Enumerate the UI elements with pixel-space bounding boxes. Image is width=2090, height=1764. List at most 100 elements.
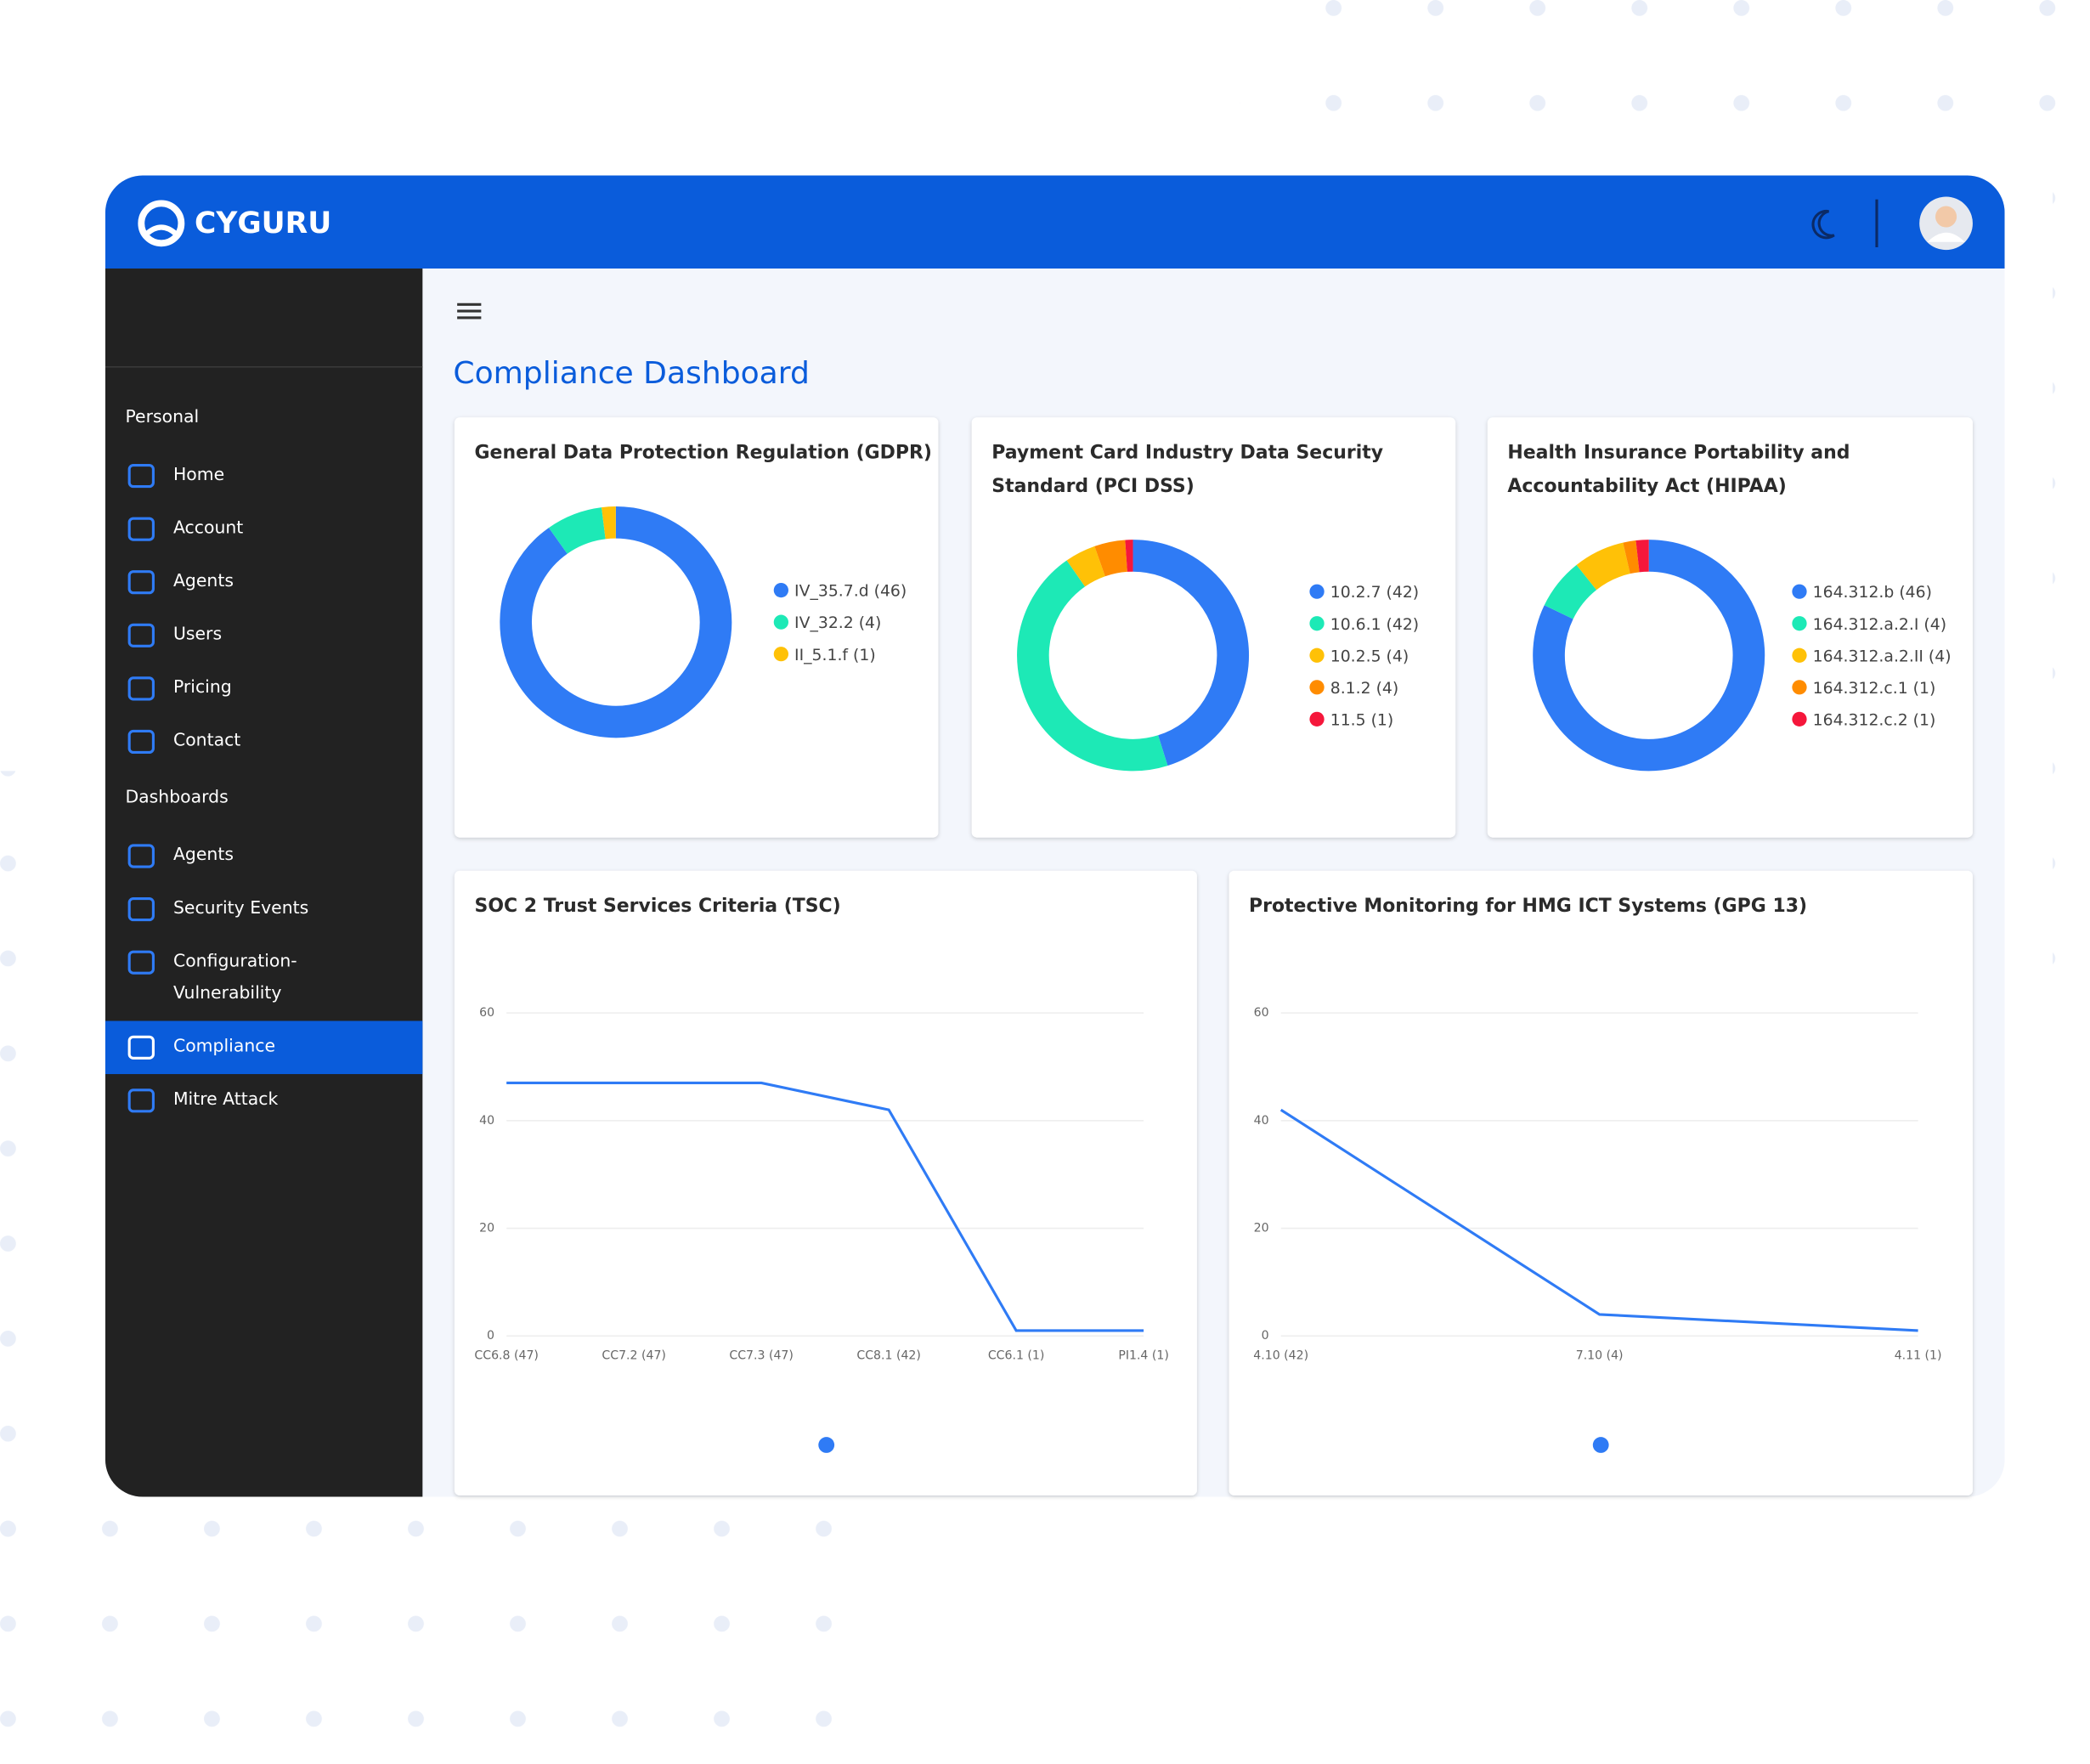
nav-item-box[interactable]: Agents (173, 566, 373, 601)
donut-segment (1544, 564, 1597, 620)
y-tick-label: 60 (1254, 1006, 1269, 1020)
card (1229, 870, 1973, 1495)
card-title: Protective Monitoring for HMG ICT System… (1249, 896, 1808, 918)
card (454, 870, 1197, 1495)
legend-swatch (1309, 647, 1325, 663)
top-bar (104, 175, 2005, 269)
nav-item[interactable]: Mitre Attack (172, 1089, 279, 1111)
card-title-box: General Data Protection Regulation (GDPR… (474, 442, 932, 464)
donut-segment (548, 507, 607, 555)
legend-swatch (1792, 680, 1807, 695)
card-title-box: Payment Card Industry Data Security Stan… (991, 442, 1384, 498)
card-title-box: Protective Monitoring for HMG ICT System… (1249, 896, 1808, 918)
card-title: Payment Card Industry Data Security Stan… (991, 442, 1384, 498)
legend-swatch (1309, 680, 1325, 695)
nav-icon (127, 623, 155, 647)
nav-icon (127, 896, 155, 922)
y-tick-label: 0 (1262, 1329, 1269, 1343)
nav-item-box[interactable]: Users (173, 619, 373, 654)
legend-swatch (1792, 584, 1807, 599)
nav-section-title: Dashboards (125, 787, 228, 807)
card-title-box: SOC 2 Trust Services Criteria (TSC) (475, 896, 841, 917)
legend-label: II_5.1.f (1) (794, 647, 876, 664)
x-tick-label: PI1.4 (1) (1118, 1349, 1169, 1363)
legend-swatch (773, 647, 788, 662)
nav-active (104, 1021, 423, 1075)
y-tick-label: 20 (479, 1222, 494, 1235)
x-tick-label: CC8.1 (42) (856, 1349, 921, 1363)
sidebar (104, 269, 423, 1497)
nav-icon (127, 844, 155, 868)
y-tick-label: 20 (1254, 1222, 1269, 1235)
legend-label: 164.312.c.2 (1) (1813, 711, 1936, 729)
user-avatar[interactable] (1919, 196, 1973, 251)
y-tick-label: 0 (487, 1329, 494, 1343)
nav-item[interactable]: Compliance (172, 1037, 276, 1057)
nav-section-title: Personal (125, 406, 199, 427)
nav-item[interactable]: Agents (172, 571, 234, 592)
legend-dot (818, 1437, 835, 1453)
nav-item[interactable]: Account (172, 518, 244, 539)
legend-label: 164.312.a.2.II (4) (1813, 647, 1952, 665)
legend-swatch (1792, 647, 1807, 663)
donut-segment (1094, 540, 1128, 577)
nav-item-box[interactable]: Compliance (173, 1032, 373, 1066)
x-tick-label: 7.10 (4) (1576, 1349, 1624, 1363)
x-tick-label: 4.11 (1) (1895, 1349, 1942, 1363)
y-tick-label: 40 (1254, 1114, 1269, 1128)
nav-item[interactable]: Users (172, 625, 223, 645)
dot-pattern (2053, 126, 2090, 991)
nav-item-box[interactable]: Home (173, 460, 373, 495)
legend-swatch (773, 583, 788, 598)
donut-segment (1623, 540, 1640, 574)
legend-swatch (1792, 616, 1807, 631)
legend-label: 11.5 (1) (1330, 711, 1394, 729)
legend-label: 10.6.1 (42) (1330, 616, 1419, 634)
theme-toggle[interactable] (1811, 209, 1835, 240)
nav-item[interactable]: Home (172, 465, 225, 486)
legend-dot (1592, 1437, 1609, 1453)
donut-segment (1017, 560, 1168, 772)
nav-item-box[interactable]: Account (173, 513, 373, 548)
nav-item[interactable]: Security Events (172, 898, 309, 919)
nav-item-box[interactable]: Security Events (173, 893, 373, 928)
donut-segment (500, 506, 732, 738)
nav-item[interactable]: Configuration-Vulnerability (172, 952, 297, 1004)
nav-item[interactable]: Pricing (172, 677, 232, 698)
donut-segment (1635, 540, 1649, 573)
donut-segment (1576, 542, 1631, 591)
nav-item[interactable]: Contact (172, 731, 241, 751)
nav-icon (127, 463, 155, 489)
nav-item-box[interactable]: Pricing (173, 673, 373, 708)
x-tick-label: 4.10 (42) (1253, 1349, 1308, 1363)
dot-pattern (0, 1515, 854, 1764)
legend-label: 164.312.a.2.I (4) (1813, 616, 1946, 634)
card-title: General Data Protection Regulation (GDPR… (474, 442, 932, 464)
card-title-box: Health Insurance Portability and Account… (1507, 442, 1850, 498)
nav-icon (127, 950, 155, 975)
nav-icon (127, 517, 155, 541)
nav-item-box[interactable]: Agents (173, 840, 373, 875)
nav-item-box[interactable]: Configuration-Vulnerability (173, 947, 373, 1013)
legend-swatch (1309, 584, 1325, 599)
donut-segment (1133, 540, 1249, 766)
card-title: Health Insurance Portability and Account… (1507, 442, 1850, 498)
dot-pattern (0, 771, 34, 1569)
x-tick-label: CC6.1 (1) (988, 1349, 1045, 1363)
y-tick-label: 60 (479, 1006, 494, 1020)
page-title: Compliance Dashboard (453, 356, 809, 391)
legend-swatch (773, 614, 788, 630)
menu-button[interactable] (457, 302, 482, 319)
legend-label: IV_35.7.d (46) (794, 583, 907, 601)
nav-item-box[interactable]: Contact (173, 726, 373, 760)
nav-item-box[interactable]: Mitre Attack (173, 1085, 373, 1120)
y-tick-label: 40 (479, 1114, 494, 1128)
donut-segment (1066, 546, 1106, 587)
nav-icon (127, 570, 155, 595)
line-series (506, 1081, 1144, 1332)
legend-label: 164.312.b (46) (1813, 584, 1932, 602)
nav-item[interactable]: Agents (172, 845, 234, 866)
nav-icon (127, 729, 155, 755)
